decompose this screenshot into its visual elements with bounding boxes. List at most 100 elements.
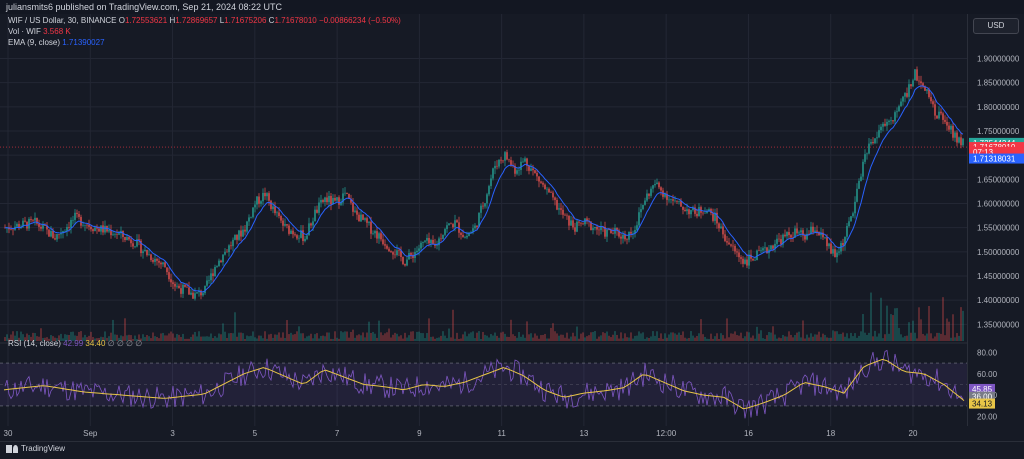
candle-body	[482, 205, 484, 207]
candle-body	[360, 214, 362, 222]
volume-bar	[858, 335, 860, 341]
volume-bar	[846, 333, 848, 341]
volume-bar	[570, 336, 572, 341]
open-value: 1.72553621	[124, 16, 168, 25]
volume-bar	[26, 333, 28, 341]
candle-body	[958, 137, 960, 143]
candle-body	[436, 245, 438, 246]
volume-bar	[592, 332, 594, 341]
candle-body	[752, 258, 754, 261]
candle-body	[838, 251, 840, 253]
volume-bar	[590, 332, 592, 341]
volume-bar	[872, 336, 874, 341]
volume-bar	[952, 314, 954, 341]
candle-body	[650, 188, 652, 196]
candle-body	[500, 159, 502, 161]
candle-body	[708, 209, 710, 212]
candle-body	[308, 223, 310, 236]
candle-body	[22, 220, 24, 227]
candle-body	[618, 230, 620, 237]
candle-body	[952, 125, 954, 138]
volume-bar	[226, 338, 228, 341]
volume-bar	[220, 334, 222, 341]
volume-bar	[30, 336, 32, 341]
volume-bar	[16, 331, 18, 341]
volume-bar	[620, 332, 622, 341]
candle-body	[610, 229, 612, 234]
candle-body	[158, 260, 160, 263]
candle-body	[346, 192, 348, 194]
candle-body	[732, 245, 734, 247]
volume-bar	[160, 333, 162, 341]
volume-bar	[486, 335, 488, 341]
time-axis[interactable]: 30 Sep 3 5 7 9 11 13 12:00 16 18 20	[0, 426, 967, 441]
volume-bar	[196, 336, 198, 341]
price-chart[interactable]	[0, 14, 967, 426]
candle-body	[486, 194, 488, 204]
tradingview-logo[interactable]: TradingView	[6, 444, 65, 453]
volume-bar	[234, 312, 236, 341]
volume-bar	[128, 334, 130, 341]
symbol-label[interactable]: WIF / US Dollar, 30, BINANCE	[8, 16, 117, 25]
volume-bar	[338, 338, 340, 341]
candle-body	[90, 226, 92, 230]
candle-body	[256, 196, 258, 205]
tradingview-logo-icon	[6, 444, 18, 453]
volume-label[interactable]: Vol · WIF	[8, 27, 41, 36]
candle-body	[744, 259, 746, 264]
volume-bar	[678, 332, 680, 341]
volume-bar	[504, 333, 506, 341]
volume-bar	[146, 335, 148, 341]
volume-bar	[844, 336, 846, 341]
volume-bar	[380, 332, 382, 341]
volume-bar	[142, 334, 144, 341]
candles	[4, 66, 964, 301]
volume-bar	[818, 331, 820, 341]
candle-body	[620, 236, 622, 239]
candle-body	[942, 113, 944, 120]
volume-bar	[698, 333, 700, 341]
volume-bar	[920, 319, 922, 341]
volume-bar	[806, 334, 808, 341]
ema-label[interactable]: EMA (9, close)	[8, 38, 61, 47]
volume-bar	[638, 331, 640, 341]
candle-body	[144, 249, 146, 252]
candle-body	[874, 138, 876, 144]
volume-bar	[104, 331, 106, 341]
candle-body	[160, 262, 162, 265]
volume-bar	[722, 335, 724, 341]
candle-body	[928, 89, 930, 98]
volume-bar	[340, 331, 342, 341]
candle-body	[30, 218, 32, 220]
candle-body	[494, 165, 496, 169]
candle-body	[746, 259, 748, 266]
candle-body	[824, 237, 826, 238]
candle-body	[718, 223, 720, 229]
candle-body	[726, 241, 728, 243]
volume-bar	[498, 337, 500, 341]
candle-body	[900, 101, 902, 107]
candle-body	[696, 213, 698, 217]
volume-bar	[198, 331, 200, 341]
candle-body	[274, 206, 276, 214]
candle-body	[314, 209, 316, 222]
rsi-label[interactable]: RSI (14, close)	[8, 339, 61, 348]
candle-body	[194, 293, 196, 299]
volume-bar	[364, 337, 366, 341]
candle-body	[532, 168, 534, 171]
candle-body	[888, 120, 890, 122]
chart-area[interactable]	[0, 14, 967, 426]
volume-bar	[552, 323, 554, 341]
candle-body	[478, 212, 480, 228]
volume-bar	[294, 334, 296, 341]
candle-body	[934, 104, 936, 116]
currency-button[interactable]: USD	[973, 18, 1019, 34]
volume-bar	[578, 338, 580, 341]
volume-bar	[34, 333, 36, 341]
candle-body	[556, 199, 558, 210]
volume-bar	[730, 333, 732, 341]
price-axis[interactable]: 1.90000000 1.85000000 1.80000000 1.75000000…	[967, 14, 1024, 426]
volume-bar	[60, 333, 62, 341]
volume-bar	[396, 333, 398, 341]
candle-body	[562, 209, 564, 215]
